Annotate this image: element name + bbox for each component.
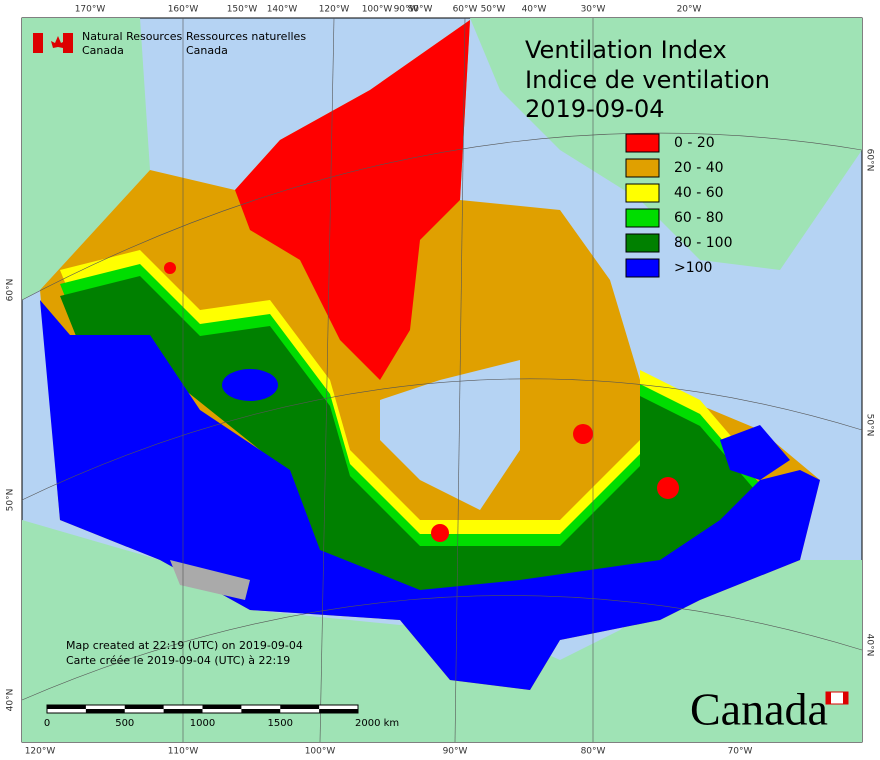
scale-segment: [163, 709, 203, 713]
latitude-label: 50°N: [865, 414, 875, 437]
flag-bar: [33, 33, 43, 53]
longitude-label: 120°W: [319, 5, 350, 15]
title-date: 2019-09-04: [525, 95, 664, 123]
longitude-label: 170°W: [75, 5, 106, 15]
legend-swatch: [625, 158, 660, 178]
longitude-label: 20°W: [677, 5, 702, 15]
maple-leaf: [51, 36, 65, 48]
graticule: [21, 17, 863, 743]
longitude-label: 90°W: [443, 747, 468, 757]
longitude-label: 90°W: [394, 5, 419, 15]
longitude-label: 120°W: [25, 747, 56, 757]
latitude-label: 40°N: [865, 634, 875, 657]
scale-segment: [124, 705, 164, 709]
longitude-label: 80°W: [581, 747, 606, 757]
alaska: [22, 18, 150, 300]
longitude-label: 150°W: [227, 5, 258, 15]
flag-bar: [63, 33, 73, 53]
title-en: Ventilation Index: [525, 36, 727, 64]
longitude-label: 100°W: [362, 5, 393, 15]
latitude-label: 60°N: [6, 279, 16, 302]
legend-swatch: [625, 233, 660, 253]
scale-segment: [280, 705, 320, 709]
legend-label: >100: [674, 260, 712, 276]
scale-label: 500: [115, 718, 134, 729]
hotspot: [164, 262, 176, 274]
agency-fr: Canada: [186, 44, 228, 57]
hotspot: [431, 524, 449, 542]
scale-bar: 0 500 1000 1500 2000 km: [44, 704, 399, 729]
scale-segment: [85, 709, 125, 713]
longitude-label: 140°W: [267, 5, 298, 15]
longitude-label: 100°W: [305, 747, 336, 757]
ventilation-regions: [40, 20, 820, 690]
wordmark: Canada: [690, 684, 828, 735]
longitude-label: 110°W: [168, 747, 199, 757]
scale-label: 2000 km: [355, 718, 399, 729]
legend-label: 40 - 60: [674, 185, 724, 201]
scale-segment: [319, 709, 358, 713]
longitude-label: 80°W: [408, 5, 433, 15]
scale-label: 1000: [190, 718, 215, 729]
legend-label: 0 - 20: [674, 135, 715, 151]
no-data-area: [170, 560, 250, 600]
longitude-label: 40°W: [522, 5, 547, 15]
scale-segment: [241, 709, 281, 713]
longitude-label: 70°W: [728, 747, 753, 757]
scale-segment: [47, 705, 86, 709]
scale-segment: [202, 705, 242, 709]
footnote: Map created at 22:19 (UTC) on 2019-09-04: [66, 639, 303, 652]
scale-label: 0: [44, 718, 50, 729]
legend-swatch: [625, 183, 660, 203]
longitude-label: 50°W: [481, 5, 506, 15]
agency-en: Canada: [82, 44, 124, 57]
greenland: [470, 18, 862, 270]
region-80-100: [60, 276, 760, 606]
latitude-label: 60°N: [865, 149, 875, 172]
wordmark-flag: [843, 692, 848, 704]
agency-en: Natural Resources: [82, 30, 183, 43]
scale-label: 1500: [268, 718, 293, 729]
legend-label: 60 - 80: [674, 210, 724, 226]
title-fr: Indice de ventilation: [525, 66, 770, 94]
region-0-20: [235, 20, 470, 380]
legend-swatch: [625, 208, 660, 228]
lake: [222, 369, 278, 401]
region-over-100: [720, 425, 790, 480]
legend-swatch: [625, 258, 660, 278]
footnote: Carte créée le 2019-09-04 (UTC) à 22:19: [66, 654, 290, 667]
longitude-label: 30°W: [581, 5, 606, 15]
longitude-label: 160°W: [168, 5, 199, 15]
latitude-label: 50°N: [6, 489, 16, 512]
hotspot: [657, 477, 679, 499]
wordmark-flag: [826, 692, 831, 704]
hotspot: [573, 424, 593, 444]
legend: 0 - 20 20 - 40 40 - 60 60 - 80 80 - 100 >100: [625, 133, 733, 278]
longitude-label: 60°W: [453, 5, 478, 15]
latitude-label: 40°N: [6, 689, 16, 712]
agency-fr: Ressources naturelles: [186, 30, 306, 43]
legend-label: 80 - 100: [674, 235, 733, 251]
hudson-bay: [380, 360, 520, 510]
legend-swatch: [625, 133, 660, 153]
legend-label: 20 - 40: [674, 160, 724, 176]
